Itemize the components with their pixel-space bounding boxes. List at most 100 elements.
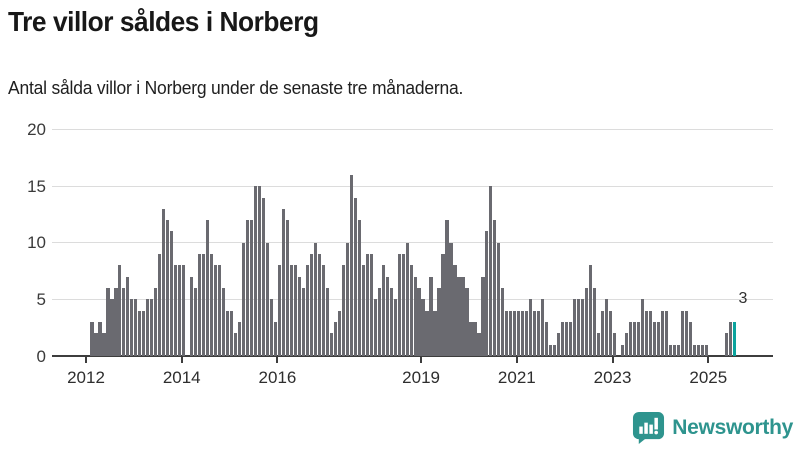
bar bbox=[620, 344, 625, 356]
bar bbox=[381, 265, 385, 356]
bar bbox=[565, 322, 569, 356]
bar bbox=[293, 265, 298, 356]
y-axis-label: 0 bbox=[36, 346, 46, 366]
bar bbox=[341, 265, 345, 356]
bar bbox=[597, 333, 601, 356]
bar bbox=[537, 310, 541, 356]
bar bbox=[636, 322, 641, 356]
bar bbox=[509, 310, 513, 356]
bar bbox=[680, 310, 684, 356]
bar bbox=[585, 288, 589, 356]
x-axis-tick bbox=[707, 357, 710, 363]
bar bbox=[365, 254, 369, 356]
bar bbox=[421, 299, 425, 356]
y-axis-label: 5 bbox=[36, 289, 46, 309]
bar bbox=[353, 197, 357, 356]
bar bbox=[573, 299, 577, 356]
bar bbox=[600, 310, 605, 356]
x-axis-label: 2023 bbox=[593, 368, 632, 387]
current-period-bar bbox=[732, 322, 736, 356]
last-value-annotation: 3 bbox=[738, 290, 748, 307]
bar bbox=[345, 242, 349, 356]
bar bbox=[249, 220, 254, 356]
x-axis-tick bbox=[85, 357, 87, 363]
bar bbox=[652, 322, 657, 356]
bar bbox=[525, 310, 529, 356]
bar bbox=[194, 288, 198, 356]
bar bbox=[90, 322, 94, 356]
bar bbox=[545, 322, 549, 356]
bar bbox=[724, 333, 728, 356]
bar bbox=[477, 333, 481, 356]
bar bbox=[513, 310, 517, 356]
bar bbox=[684, 310, 688, 356]
bar bbox=[162, 208, 166, 356]
bar bbox=[210, 254, 214, 356]
bar bbox=[533, 310, 537, 356]
bar bbox=[321, 265, 325, 356]
bar bbox=[94, 333, 98, 356]
x-axis-line bbox=[52, 355, 773, 357]
bar bbox=[277, 265, 282, 356]
bar bbox=[281, 208, 286, 356]
x-axis-label: 2021 bbox=[497, 368, 536, 387]
bar bbox=[664, 310, 668, 356]
bar bbox=[218, 265, 222, 356]
bar bbox=[569, 322, 573, 356]
bar bbox=[668, 344, 672, 356]
x-axis-tick bbox=[276, 357, 279, 363]
bar bbox=[369, 254, 373, 356]
bar bbox=[505, 310, 509, 356]
bar bbox=[337, 310, 341, 356]
bar bbox=[489, 186, 493, 356]
bar bbox=[357, 220, 361, 356]
x-axis-tick bbox=[515, 357, 518, 363]
chart-subtitle: Antal sålda villor i Norberg under de se… bbox=[8, 78, 464, 98]
bar bbox=[461, 276, 465, 356]
bar bbox=[393, 299, 397, 356]
bar bbox=[265, 242, 270, 356]
bar bbox=[557, 333, 561, 356]
bar bbox=[688, 322, 692, 356]
bar bbox=[301, 288, 305, 356]
bar bbox=[692, 344, 696, 356]
bar bbox=[289, 265, 294, 356]
bar bbox=[325, 288, 329, 356]
bar bbox=[473, 322, 477, 356]
bar bbox=[134, 299, 138, 356]
y-axis-label: 15 bbox=[27, 176, 46, 196]
bar bbox=[329, 333, 333, 356]
bar bbox=[138, 310, 142, 356]
x-axis-label: 2012 bbox=[67, 368, 105, 387]
bar bbox=[245, 220, 250, 356]
bar bbox=[305, 265, 309, 356]
bar bbox=[437, 288, 441, 356]
bar bbox=[553, 344, 557, 356]
bar bbox=[198, 254, 202, 356]
newsworthy-logo: Newsworthy bbox=[632, 411, 793, 445]
x-axis-label: 2014 bbox=[162, 368, 201, 387]
bar bbox=[206, 220, 210, 356]
bar bbox=[261, 197, 266, 356]
bar bbox=[222, 288, 226, 356]
page-title: Tre villor såldes i Norberg bbox=[8, 6, 319, 37]
bar bbox=[401, 254, 405, 356]
bar bbox=[644, 310, 649, 356]
bar bbox=[672, 344, 676, 356]
x-axis-tick bbox=[420, 357, 423, 363]
bar bbox=[361, 265, 365, 356]
bar bbox=[237, 322, 242, 356]
bar bbox=[106, 288, 110, 356]
bar bbox=[581, 299, 585, 356]
bar bbox=[114, 288, 118, 356]
bar bbox=[676, 344, 680, 356]
bar bbox=[233, 333, 238, 356]
bar bbox=[349, 174, 353, 356]
bar bbox=[122, 288, 126, 356]
x-axis-tick bbox=[180, 357, 183, 363]
bar bbox=[214, 265, 218, 356]
gridline bbox=[52, 185, 773, 187]
bar bbox=[549, 344, 553, 356]
bar bbox=[333, 322, 337, 356]
bar bbox=[158, 254, 162, 356]
